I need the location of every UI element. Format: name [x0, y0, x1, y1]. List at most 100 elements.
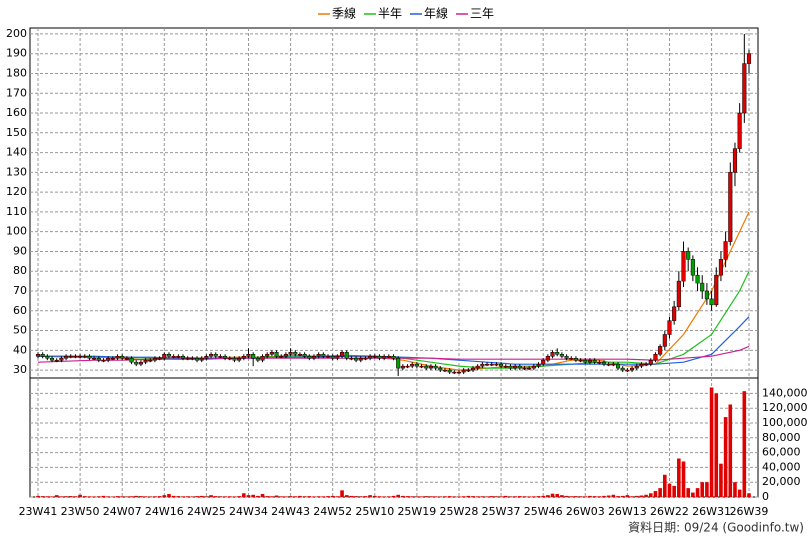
volume-bar: [288, 496, 293, 497]
candle-body: [190, 357, 195, 360]
volume-bar: [45, 496, 50, 497]
candle-body: [49, 357, 55, 361]
candle-body: [527, 367, 532, 370]
candle-body: [110, 357, 115, 360]
candle-body: [700, 282, 705, 292]
x-tick-label: 26W31: [692, 505, 731, 518]
volume-bar: [391, 495, 396, 497]
candle-body: [293, 352, 298, 355]
volume-bar: [447, 496, 452, 497]
candle-body: [73, 355, 78, 358]
volume-bar: [677, 458, 681, 497]
volume-bar: [686, 488, 690, 497]
volume-bar: [78, 494, 82, 497]
candle-body: [672, 306, 677, 321]
candle-body: [302, 354, 307, 357]
volume-bar: [223, 496, 227, 497]
y2-tick-label: 100,000: [762, 416, 808, 429]
volume-bar: [387, 496, 391, 497]
y-tick-label: 130: [6, 165, 27, 178]
candle-body: [227, 357, 232, 360]
volume-bar: [143, 496, 148, 497]
volume-bar: [181, 496, 185, 497]
volume-bar: [139, 496, 143, 497]
y2-tick-label: 120,000: [762, 401, 808, 414]
y-tick-label: 90: [13, 244, 27, 257]
y2-tick-label: 140,000: [762, 386, 808, 399]
volume-bar: [153, 496, 157, 497]
volume-bar: [569, 496, 574, 497]
legend-label: 年線: [424, 6, 448, 21]
volume-bar: [50, 496, 54, 497]
candle-body: [180, 355, 186, 359]
x-tick-label: 26W03: [566, 505, 605, 518]
candle-body: [344, 352, 349, 359]
volume-bar: [550, 493, 555, 497]
candle-body: [667, 320, 672, 335]
candle-body: [746, 53, 752, 64]
y-tick-label: 100: [6, 225, 27, 238]
volume-bar: [639, 495, 644, 497]
volume-bar: [485, 496, 489, 497]
candle-body: [185, 357, 190, 360]
candle-body: [564, 355, 569, 359]
candle-body: [573, 357, 578, 361]
candle-body: [325, 355, 331, 358]
y-tick-label: 60: [13, 304, 27, 317]
volume-bar: [489, 496, 494, 497]
x-tick-label: 23W50: [61, 505, 100, 518]
volume-bar: [574, 496, 578, 497]
x-tick-label: 24W43: [271, 505, 310, 518]
volume-bar: [578, 496, 583, 497]
y2-tick-label: 80,000: [762, 431, 801, 444]
volume-bar: [588, 495, 592, 497]
volume-bar: [475, 496, 480, 497]
candle-body: [354, 357, 359, 361]
legend-label: 半年: [378, 7, 402, 21]
candle-body: [101, 359, 106, 362]
candle-body: [194, 357, 200, 361]
volume-bar: [719, 463, 723, 497]
volume-bar: [293, 496, 298, 497]
volume-bar: [274, 495, 279, 497]
volume-bar: [176, 496, 181, 497]
candle-body: [204, 355, 209, 359]
volume-bar: [443, 496, 447, 497]
candle-body: [728, 172, 733, 242]
candle-body: [241, 355, 246, 359]
volume-bar: [616, 496, 620, 497]
volume-bar: [59, 496, 64, 497]
x-tick-label: 25W37: [482, 505, 521, 518]
x-tick-label: 24W25: [187, 505, 226, 518]
volume-bar: [256, 495, 260, 497]
volume-bar: [705, 482, 709, 497]
volume-bar: [125, 496, 129, 497]
volume-bar: [396, 494, 400, 497]
candle-body: [339, 352, 345, 357]
x-tick-label: 26W13: [608, 505, 647, 518]
y-tick-label: 200: [6, 27, 27, 40]
candle-body: [541, 359, 546, 365]
candle-body: [82, 355, 87, 358]
candle-body: [569, 357, 574, 360]
x-tick-label: 26W22: [650, 505, 689, 518]
candle-body: [718, 259, 723, 276]
volume-bar: [363, 496, 368, 497]
x-tick-label: 23W41: [19, 505, 58, 518]
candle-body: [400, 365, 405, 369]
y-tick-label: 30: [13, 363, 27, 376]
candle-body: [148, 359, 153, 362]
volume-bar: [663, 474, 667, 497]
volume-bar: [625, 495, 630, 497]
volume-bar: [747, 493, 751, 497]
volume-bar: [681, 461, 686, 497]
volume-bar: [438, 496, 443, 497]
candle-body: [213, 354, 218, 357]
footer: 資料日期: 09/24 (Goodinfo.tw): [628, 521, 804, 535]
x-tick-label: 26W39: [730, 505, 769, 518]
candle-body: [35, 354, 41, 357]
volume-bar: [246, 495, 251, 497]
candle-body: [218, 355, 223, 358]
volume-bar: [349, 495, 354, 497]
